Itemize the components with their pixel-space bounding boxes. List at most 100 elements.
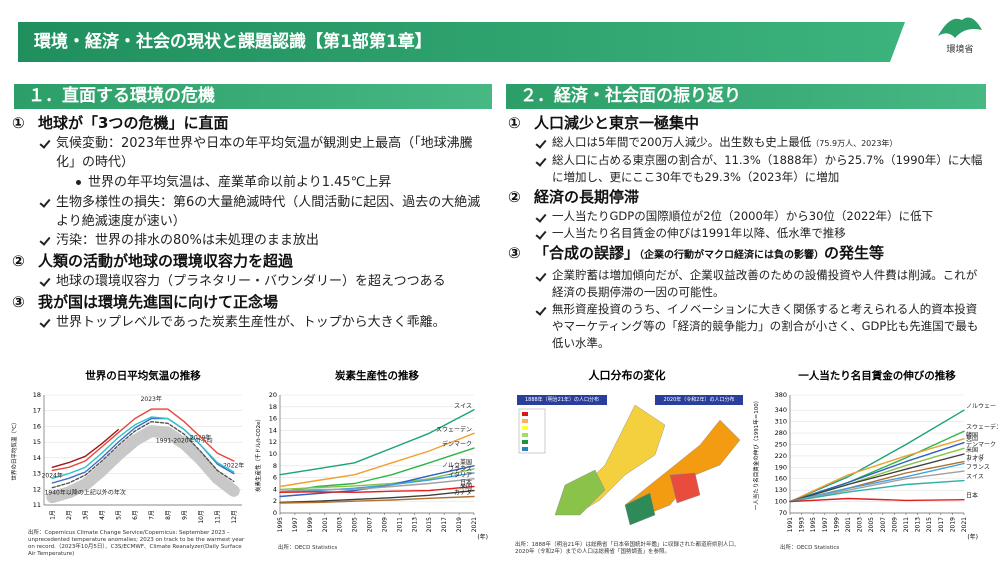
map-legend [518, 408, 546, 454]
point-text: 一人当たり名目賃金の伸びは1991年以降、低水準で推移 [552, 226, 846, 240]
y-tick-label: 340 [775, 406, 787, 414]
section-title-text: 地球が「3つの危機」に直面 [38, 114, 229, 132]
x-tick-label: 2007 [880, 517, 887, 532]
header-band [18, 22, 905, 62]
series-label: ノルウェー [966, 402, 996, 410]
x-tick-label: 1995 [277, 517, 284, 532]
series-label: ドイツ [966, 457, 984, 464]
y-tick-label: 4 [273, 485, 277, 493]
series-label: 2023年 [141, 395, 162, 403]
y-tick-label: 14 [33, 454, 41, 462]
y-tick-label: 16 [269, 415, 277, 423]
x-tick-label: 9月 [181, 510, 188, 520]
population-map: 人口分布の変化 1888年（明治21年）の人口分布 2020年（令和2年）の人口… [517, 368, 743, 526]
y-tick-label: 18 [33, 391, 41, 399]
header-title: 環境・経済・社会の現状と課題認識【第1部第1章】 [34, 32, 432, 52]
section-title-text: 「合成の誤謬」 [534, 244, 640, 262]
y-tick-label: 6 [273, 474, 277, 482]
x-tick-label: 8月 [165, 510, 172, 520]
y-tick-label: 11 [33, 501, 41, 509]
y-axis-label: 世界の日平均気温（℃） [10, 419, 18, 480]
section-title: ② 経済の長期停滞 [508, 186, 986, 208]
y-tick-label: 160 [775, 475, 787, 483]
left-column: ① 地球が「3つの危機」に直面 気候変動：2023年世界や日本の年平均気温が観測史上… [12, 112, 490, 332]
series-label: デンマーク [966, 440, 996, 448]
map-source: 出所：1888年（明治21年）は総務省「日本帝国統計年鑑」に収録された都道府県別… [515, 542, 740, 555]
y-tick-label: 70 [779, 509, 787, 517]
series-line [51, 408, 235, 472]
x-tick-label: 2011 [396, 517, 403, 532]
series-line [789, 497, 965, 503]
x-tick-label: 2009 [891, 517, 898, 532]
series-label: イタリア [448, 471, 472, 479]
chart-source: 出所：OECD Statistics [278, 545, 338, 551]
x-tick-label: 1995 [810, 517, 817, 532]
bullet-point: 世界トップレベルであった炭素生産性が、トップから大きく乖離。 [12, 313, 490, 332]
point-text: 企業貯蓄は増加傾向だが、企業収益改善のための設備投資や人件費は削減。これが経済の… [552, 268, 978, 299]
series-line [51, 416, 235, 479]
bullet-point: 地球の環境収容力（プラネタリー・バウンダリー）を超えつつある [12, 272, 490, 291]
section-title-end: の発生等 [824, 244, 885, 262]
y-tick-label: 12 [269, 438, 277, 446]
x-tick-label: 2015 [926, 517, 933, 532]
check-icon [535, 211, 547, 223]
x-axis-label: (年) [477, 533, 488, 541]
check-icon [39, 196, 51, 208]
map-shape [554, 469, 606, 516]
x-tick-label: 2月 [66, 510, 73, 520]
check-icon [535, 228, 547, 240]
dot-icon [76, 180, 81, 185]
series-label: スイス [966, 474, 984, 481]
sub-point: 世界の年平均気温は、産業革命以前より1.45℃上昇 [12, 172, 490, 193]
y-tick-label: 17 [33, 407, 41, 415]
section-number: ② [508, 188, 521, 206]
series-line [789, 470, 965, 503]
point-text: 無形資産投資のうち、イノベーションに大きく関係すると考えられる人的資本投資やマー… [552, 302, 979, 350]
x-tick-label: 2007 [367, 517, 374, 532]
series-label: 米国 [460, 483, 472, 491]
series-line [279, 432, 475, 488]
series-label: 日本 [966, 492, 978, 500]
check-icon [535, 270, 547, 282]
right-heading: ２．経済・社会面の振り返り [506, 84, 986, 109]
series-line [279, 468, 475, 491]
point-text: 世界トップレベルであった炭素生産性が、トップから大きく乖離。 [56, 315, 446, 330]
section-title: ① 地球が「3つの危機」に直面 [12, 112, 490, 134]
series-line [51, 428, 119, 468]
series-label: スウェーデン [966, 423, 998, 431]
series-label: 英国 [966, 435, 978, 443]
check-icon [39, 137, 51, 149]
map-caption: 1888年（明治21年）の人口分布 [525, 396, 599, 403]
chart-title: 一人当たり名目賃金の伸びの推移 [798, 369, 956, 382]
series-label: スイス [454, 403, 472, 410]
x-tick-label: 2005 [352, 517, 359, 532]
series-label: 2024年 [42, 471, 63, 479]
series-line [279, 485, 475, 493]
y-tick-label: 20 [269, 391, 277, 399]
point-text: 一人当たりGDPの国際順位が2位（2000年）から30位（2022年）に低下 [552, 209, 934, 223]
y-tick-label: 0 [273, 509, 277, 517]
bullet-point: 生物多様性の損失：第6の大量絶滅時代（人間活動に起因、過去の大絶滅より絶滅速度が… [12, 193, 490, 231]
series-line [279, 478, 475, 492]
series-line [279, 489, 475, 504]
x-tick-label: 2011 [903, 517, 910, 532]
x-tick-label: 12月 [231, 510, 238, 524]
series-label: フランス [448, 466, 472, 473]
section-number: ① [12, 114, 25, 132]
point-text: 総人口は5年間で200万人減少。出生数も史上最低 [552, 135, 812, 149]
series-label: 1991-2020年の平均 [156, 436, 213, 444]
map-caption: 2020年（令和2年）の人口分布 [664, 396, 735, 403]
point-text: 汚染：世界の排水の80%は未処理のまま放出 [56, 233, 319, 248]
section-number: ② [12, 252, 25, 270]
y-tick-label: 310 [775, 418, 787, 426]
x-tick-label: 2019 [456, 517, 463, 532]
y-tick-label: 18 [269, 403, 277, 411]
x-tick-label: 2003 [337, 517, 344, 532]
section-number: ③ [12, 293, 25, 311]
bullet-point: 一人当たりGDPの国際順位が2位（2000年）から30位（2022年）に低下 [508, 208, 986, 225]
chart-title: 世界の日平均気温の推移 [85, 369, 201, 382]
check-icon [535, 155, 547, 167]
header-graphics: 環境省 [18, 17, 982, 62]
y-tick-label: 16 [33, 422, 41, 430]
